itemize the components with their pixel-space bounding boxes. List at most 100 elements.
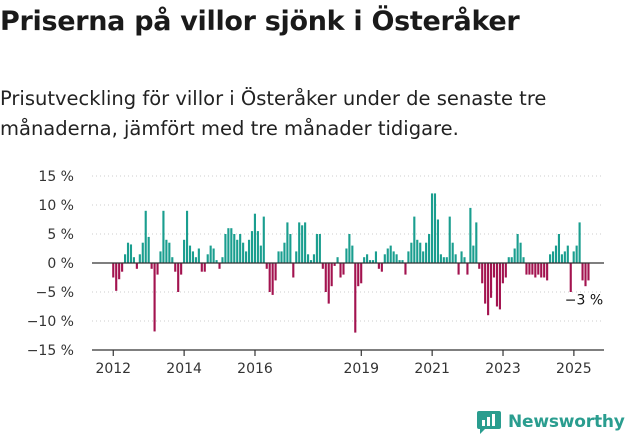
bar [342, 263, 345, 275]
page-title: Priserna på villor sjönk i Österåker [0, 6, 520, 37]
bar [478, 263, 481, 269]
bar [224, 234, 227, 263]
bar [569, 263, 572, 292]
bar [557, 234, 561, 263]
bar [227, 228, 230, 263]
bars [112, 193, 590, 333]
bar [112, 263, 115, 278]
bar [221, 257, 224, 263]
bar [159, 251, 162, 263]
bar [549, 254, 552, 263]
bar [277, 251, 280, 263]
bar [374, 251, 378, 263]
bar [368, 260, 372, 263]
bar [124, 254, 127, 263]
bar [484, 263, 487, 304]
bar [118, 263, 121, 280]
bar [265, 263, 268, 269]
bar [330, 263, 333, 287]
bar [274, 263, 277, 281]
bar [448, 216, 451, 263]
bar [510, 257, 513, 263]
bar [416, 239, 419, 263]
brand: Newsworthy [476, 407, 625, 437]
bar [487, 263, 490, 316]
bar [174, 263, 177, 272]
bar [283, 242, 286, 263]
x-tick-label: 2023 [485, 361, 521, 377]
bar [522, 257, 525, 263]
bar [242, 242, 245, 263]
bar [507, 257, 510, 263]
bar [389, 245, 392, 263]
bar [150, 263, 153, 269]
bar [584, 263, 587, 287]
bar [578, 222, 581, 263]
bar [551, 251, 555, 263]
bar [215, 260, 218, 263]
bar [218, 263, 221, 269]
bar [534, 263, 537, 278]
bar [492, 263, 496, 278]
y-tick-label: 5 % [47, 227, 74, 243]
bar [439, 254, 442, 263]
bar [271, 263, 274, 295]
bar [392, 251, 395, 263]
bar [138, 254, 141, 263]
page-subtitle: Prisutveckling för villor i Österåker un… [0, 87, 547, 140]
bar [247, 239, 251, 263]
bar [315, 234, 318, 263]
bar [572, 251, 575, 263]
bar [460, 251, 463, 263]
bar [144, 210, 147, 263]
bar [433, 193, 437, 263]
y-tick-label: 15 % [38, 169, 74, 185]
bar [451, 242, 454, 263]
bar [587, 263, 590, 281]
bar [371, 260, 375, 263]
bar [395, 254, 398, 263]
bar [295, 251, 298, 263]
bar [304, 222, 307, 263]
bar [519, 242, 522, 263]
bar [156, 263, 159, 275]
bar [504, 263, 507, 278]
bar [354, 263, 357, 333]
bar [177, 263, 180, 292]
bar [410, 242, 413, 263]
bar [259, 245, 262, 263]
bar [495, 263, 499, 307]
bar [540, 263, 543, 278]
x-tick-label: 2014 [166, 361, 202, 377]
bar [230, 228, 233, 263]
bar [380, 263, 383, 272]
bar [404, 263, 407, 275]
bar [324, 263, 327, 292]
bar [262, 216, 265, 263]
bar [401, 260, 404, 263]
bar [153, 263, 156, 332]
brand-name: Newsworthy [508, 412, 625, 432]
y-tick-label: 0 % [47, 256, 74, 272]
bar [543, 263, 546, 278]
bar [345, 248, 348, 263]
bar [197, 248, 200, 263]
bar [129, 244, 133, 263]
x-tick-label: 2012 [95, 361, 131, 377]
bar [516, 234, 519, 263]
bar [309, 260, 313, 263]
x-tick-label: 2025 [556, 361, 592, 377]
bar [398, 260, 401, 263]
bar [147, 236, 150, 263]
bar [250, 231, 254, 263]
bar [132, 257, 135, 263]
y-tick-label: 10 % [38, 198, 74, 214]
bar [141, 242, 144, 263]
bar [318, 234, 321, 263]
y-tick-label: −10 % [27, 314, 74, 330]
bar [363, 257, 366, 263]
bar [245, 251, 248, 263]
bar [135, 263, 138, 269]
bar [422, 251, 425, 263]
bar [366, 254, 369, 263]
